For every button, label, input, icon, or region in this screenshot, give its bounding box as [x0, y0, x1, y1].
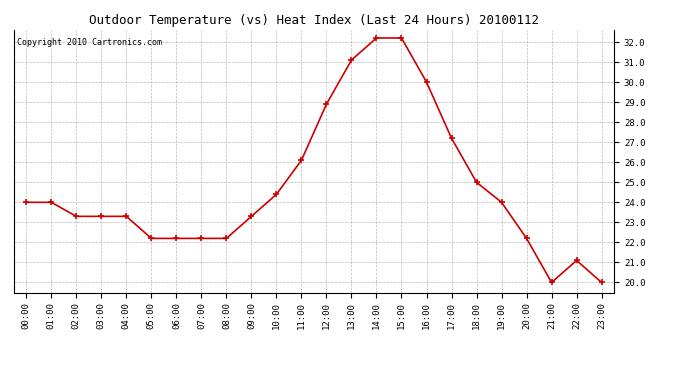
- Title: Outdoor Temperature (vs) Heat Index (Last 24 Hours) 20100112: Outdoor Temperature (vs) Heat Index (Las…: [89, 15, 539, 27]
- Text: Copyright 2010 Cartronics.com: Copyright 2010 Cartronics.com: [17, 38, 161, 47]
